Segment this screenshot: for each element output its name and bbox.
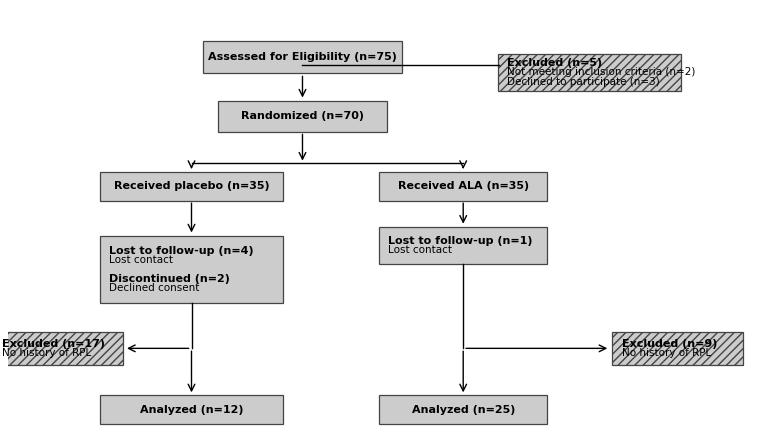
- FancyBboxPatch shape: [379, 227, 547, 264]
- FancyBboxPatch shape: [0, 332, 123, 365]
- Text: Excluded (n=9): Excluded (n=9): [622, 339, 717, 349]
- Text: Lost to follow-up (n=1): Lost to follow-up (n=1): [388, 236, 533, 246]
- FancyBboxPatch shape: [100, 236, 284, 304]
- Text: Received placebo (n=35): Received placebo (n=35): [114, 181, 269, 191]
- Text: Discontinued (n=2): Discontinued (n=2): [109, 274, 230, 284]
- Text: Not meeting inclusion criteria (n=2): Not meeting inclusion criteria (n=2): [507, 67, 695, 77]
- FancyBboxPatch shape: [379, 172, 547, 201]
- Text: Declined consent: Declined consent: [109, 283, 199, 293]
- Text: Lost contact: Lost contact: [388, 245, 452, 255]
- Text: Excluded (n=5): Excluded (n=5): [507, 58, 602, 68]
- Text: Analyzed (n=25): Analyzed (n=25): [412, 405, 515, 415]
- FancyBboxPatch shape: [379, 396, 547, 424]
- Text: Received ALA (n=35): Received ALA (n=35): [398, 181, 529, 191]
- Text: Lost contact: Lost contact: [109, 255, 173, 266]
- FancyBboxPatch shape: [203, 41, 402, 73]
- Text: Excluded (n=17): Excluded (n=17): [2, 339, 105, 349]
- FancyBboxPatch shape: [612, 332, 743, 365]
- FancyBboxPatch shape: [100, 396, 284, 424]
- Text: No history of RPL: No history of RPL: [622, 348, 711, 358]
- Text: Assessed for Eligibility (n=75): Assessed for Eligibility (n=75): [208, 52, 397, 62]
- FancyBboxPatch shape: [497, 54, 681, 91]
- Text: Lost to follow-up (n=4): Lost to follow-up (n=4): [109, 246, 254, 256]
- Text: Analyzed (n=12): Analyzed (n=12): [140, 405, 243, 415]
- FancyBboxPatch shape: [100, 172, 284, 201]
- FancyBboxPatch shape: [218, 101, 387, 131]
- Text: Randomized (n=70): Randomized (n=70): [241, 111, 364, 121]
- Text: Declined to participate (n=3): Declined to participate (n=3): [507, 76, 660, 87]
- Text: No history of RPL: No history of RPL: [2, 348, 91, 358]
